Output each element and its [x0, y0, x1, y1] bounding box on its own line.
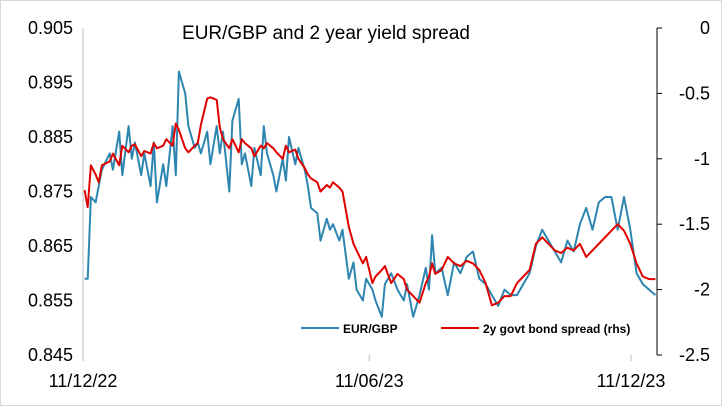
y-left-tick-label: 0.845 — [28, 345, 73, 365]
series-layer — [83, 70, 657, 318]
x-tick-label: 11/06/23 — [335, 371, 404, 391]
y-right-tick-label: -2 — [694, 280, 710, 300]
y-right-tick-label: -1 — [694, 149, 710, 169]
spread-series-line — [83, 96, 656, 307]
y-right-tick-label: -2.5 — [679, 345, 710, 365]
legend-label: 2y govt bond spread (rhs) — [483, 322, 630, 336]
y-left-tick-label: 0.855 — [28, 291, 73, 311]
legend: EUR/GBP 2y govt bond spread (rhs) — [301, 322, 630, 336]
x-tick-label: 11/12/22 — [49, 371, 118, 391]
y-left-tick-label: 0.865 — [28, 236, 73, 256]
y-left-tick-label: 0.905 — [28, 18, 73, 38]
y-left-tick-label: 0.885 — [28, 127, 73, 147]
axes: 0.905 0.895 0.885 0.875 0.865 0.855 0.845 0 -0.5… — [28, 18, 710, 391]
eurgbp-series-line — [84, 70, 657, 318]
chart-title: EUR/GBP and 2 year yield spread — [182, 23, 470, 44]
y-left-tick-label: 0.895 — [28, 73, 73, 93]
x-tick-label: 11/12/23 — [597, 371, 666, 391]
y-left-tick-label: 0.875 — [28, 182, 73, 202]
y-right-tick-label: -0.5 — [679, 83, 710, 103]
y-right-tick-label: 0 — [700, 18, 710, 38]
legend-label: EUR/GBP — [343, 322, 398, 336]
y-right-tick-label: -1.5 — [679, 214, 710, 234]
